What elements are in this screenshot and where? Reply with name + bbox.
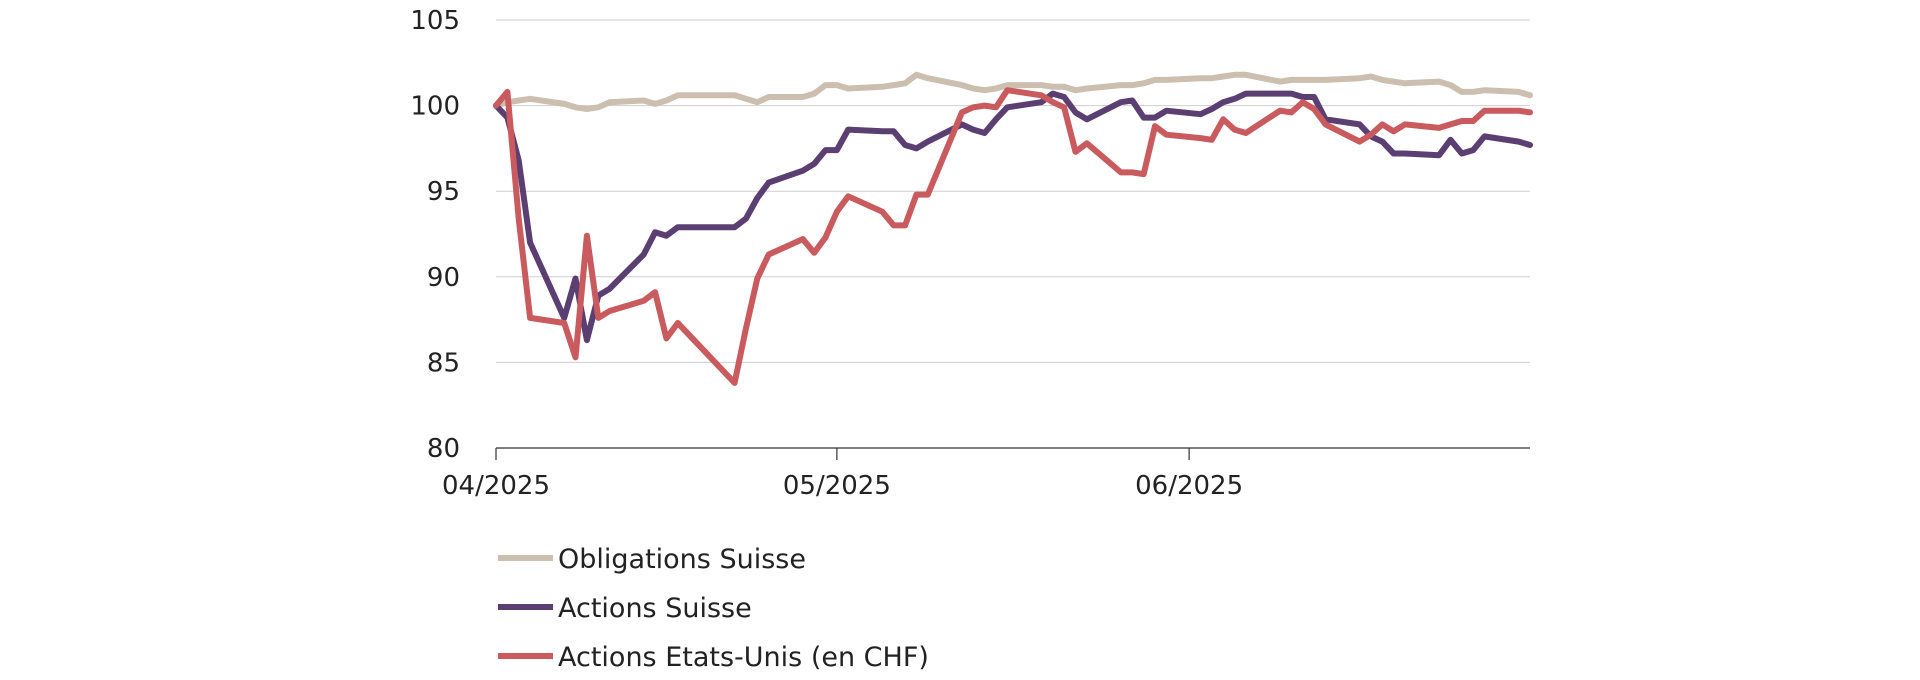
y-tick-label: 80 — [427, 434, 460, 464]
axes — [495, 447, 1530, 460]
y-tick-label: 100 — [410, 92, 460, 122]
grid-lines — [496, 19, 1530, 363]
x-tick-label: 06/2025 — [1135, 471, 1243, 501]
y-tick-label: 105 — [410, 6, 460, 36]
legend-label: Obligations Suisse — [558, 544, 806, 575]
x-tick-label: 05/2025 — [783, 471, 891, 501]
series-line-2 — [493, 90, 1533, 344]
legend: Obligations Suisse Actions Suisse Actions … — [498, 544, 929, 673]
y-tick-label: 85 — [427, 348, 460, 378]
series-lines — [493, 71, 1533, 386]
x-tick-labels: 04/2025 05/2025 06/2025 — [442, 471, 1243, 501]
y-tick-labels: 80 85 90 95 100 105 — [410, 6, 460, 464]
x-tick-label: 04/2025 — [442, 471, 550, 501]
series-line-1 — [493, 71, 1533, 112]
y-tick-label: 90 — [427, 263, 460, 293]
legend-label: Actions Etats-Unis (en CHF) — [558, 642, 929, 673]
y-tick-label: 95 — [427, 177, 460, 207]
series-line-3 — [493, 87, 1533, 386]
legend-label: Actions Suisse — [558, 593, 752, 624]
